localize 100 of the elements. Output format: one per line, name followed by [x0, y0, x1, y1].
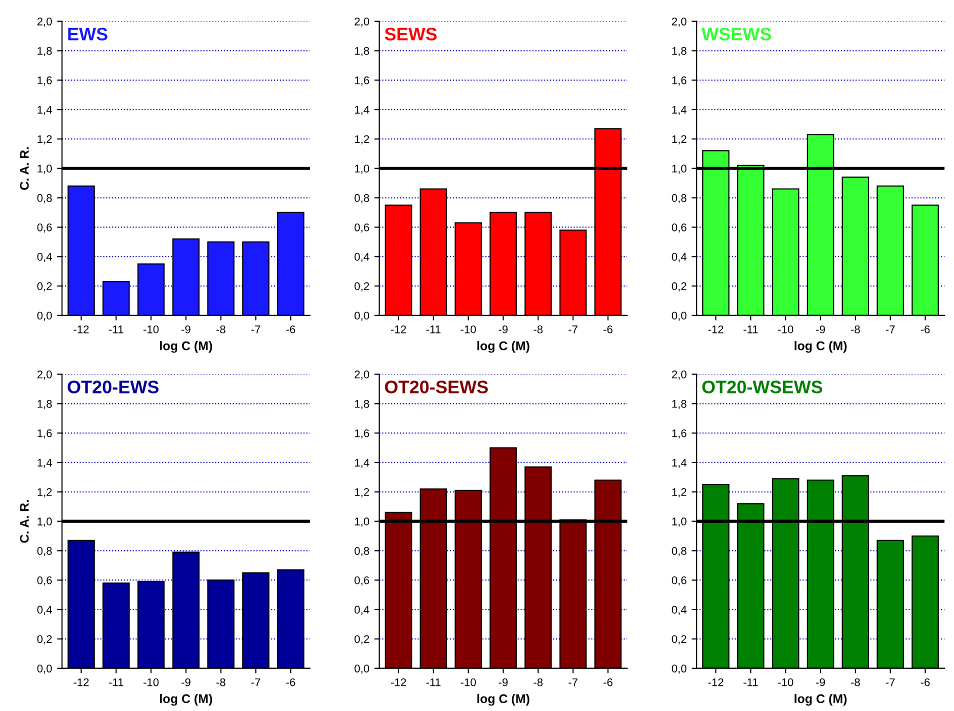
x-tick-label: -8 — [850, 325, 860, 334]
chart-title: OT20-WSEWS — [702, 380, 822, 394]
y-tick-label: 0,6 — [672, 576, 686, 586]
x-tick-label: -12 — [74, 325, 89, 334]
y-tick-label: 1,4 — [354, 106, 370, 116]
x-tick-label: -8 — [534, 678, 543, 686]
y-tick-label: 2,0 — [354, 18, 370, 27]
x-axis-title: log C (M) — [477, 341, 530, 353]
x-tick-label: -10 — [778, 678, 794, 686]
y-tick-label: 0,4 — [672, 606, 687, 615]
y-tick-label: 0,6 — [37, 223, 52, 233]
x-tick-label: -6 — [604, 678, 612, 686]
x-tick-label: -10 — [144, 678, 159, 686]
y-tick-label: 2,0 — [672, 18, 686, 27]
y-tick-label: 0,0 — [672, 312, 686, 321]
y-tick-label: 1,0 — [38, 164, 52, 174]
x-tick-label: -11 — [426, 326, 440, 334]
x-tick-label: -12 — [74, 678, 89, 686]
y-tick-label: 0,2 — [354, 282, 370, 292]
x-tick-label: -9 — [182, 325, 190, 334]
x-tick-label: -12 — [390, 325, 406, 334]
x-tick-label: -10 — [460, 678, 476, 686]
x-tick-label: -7 — [251, 678, 260, 686]
x-tick-label: -7 — [251, 326, 260, 334]
y-tick-label: 0,2 — [672, 282, 686, 292]
x-tick-label: -8 — [216, 678, 226, 686]
y-tick-label: 0,4 — [37, 606, 52, 615]
y-axis-title: C. A. R. — [20, 500, 29, 543]
x-tick-label: -9 — [816, 678, 825, 686]
y-tick-label: 1,2 — [672, 488, 686, 498]
x-axis-title: log C (M) — [160, 694, 212, 706]
y-tick-label: 0,0 — [672, 664, 686, 674]
x-tick-label: -11 — [109, 326, 124, 334]
y-tick-label: 1,0 — [672, 518, 686, 527]
y-tick-label: 1,4 — [38, 458, 52, 468]
y-tick-label: 1,8 — [38, 400, 52, 410]
chart-title: OT20-SEWS — [384, 380, 488, 394]
y-tick-label: 0,4 — [354, 606, 370, 615]
y-axis-title: C. A. R. — [20, 147, 29, 190]
x-axis-title: log C (M) — [160, 341, 212, 353]
x-tick-label: -8 — [216, 325, 226, 334]
y-tick-label: 1,8 — [672, 47, 686, 56]
y-tick-label: 1,6 — [672, 76, 686, 86]
chart-title: OT20-EWS — [68, 380, 159, 394]
x-tick-label: -6 — [286, 325, 296, 334]
y-tick-label: 1,6 — [354, 76, 370, 86]
x-tick-label: -12 — [708, 678, 724, 686]
y-tick-label: 1,0 — [354, 518, 370, 527]
y-tick-label: 1,8 — [672, 400, 686, 410]
x-tick-label: -6 — [920, 325, 930, 334]
x-tick-label: -9 — [498, 678, 508, 686]
x-tick-label: -9 — [498, 325, 508, 334]
x-tick-label: -12 — [390, 678, 406, 686]
x-tick-label: -8 — [534, 325, 543, 334]
y-tick-label: 1,6 — [38, 76, 52, 86]
y-tick-label: 0,4 — [354, 252, 370, 262]
x-tick-label: -6 — [286, 678, 296, 686]
y-tick-label: 1,0 — [354, 164, 370, 174]
y-tick-label: 0,0 — [354, 312, 370, 321]
y-tick-label: 2,0 — [354, 370, 370, 380]
y-tick-label: 1,6 — [672, 429, 686, 439]
y-tick-label: 2,0 — [37, 18, 52, 27]
x-tick-label: -6 — [920, 678, 930, 686]
x-tick-label: -10 — [144, 325, 159, 334]
chart-title: SEWS — [384, 28, 437, 40]
x-tick-label: -7 — [886, 678, 895, 686]
y-tick-label: 0,2 — [37, 635, 52, 644]
y-tick-label: 1,6 — [354, 429, 370, 439]
y-tick-label: 1,4 — [38, 106, 52, 116]
y-tick-label: 1,0 — [672, 164, 686, 174]
y-tick-label: 1,4 — [672, 458, 687, 468]
y-tick-label: 1,2 — [672, 135, 686, 144]
x-tick-label: -9 — [816, 325, 825, 334]
x-tick-label: -7 — [886, 326, 895, 334]
chart-title: EWS — [68, 28, 108, 40]
y-tick-label: 1,2 — [38, 135, 52, 144]
y-tick-label: 0,8 — [37, 194, 52, 204]
y-tick-label: 1,6 — [38, 429, 52, 439]
y-tick-label: 0,0 — [37, 664, 52, 674]
x-axis-title: log C (M) — [794, 694, 847, 706]
x-tick-label: -6 — [604, 325, 612, 334]
y-tick-label: 0,8 — [672, 546, 686, 556]
x-tick-label: -12 — [708, 325, 724, 334]
y-tick-label: 1,4 — [354, 458, 370, 468]
x-axis-title: log C (M) — [477, 694, 530, 706]
y-tick-label: 0,0 — [37, 312, 52, 321]
y-tick-label: 1,8 — [38, 47, 52, 56]
x-tick-label: -10 — [778, 325, 794, 334]
y-tick-label: 0,0 — [354, 664, 370, 674]
y-tick-label: 0,4 — [672, 252, 687, 262]
x-tick-label: -11 — [109, 678, 124, 686]
y-tick-label: 1,0 — [38, 518, 52, 527]
x-axis-title: log C (M) — [794, 341, 847, 353]
y-tick-label: 2,0 — [672, 370, 686, 380]
x-tick-label: -8 — [850, 678, 860, 686]
x-tick-label: -11 — [426, 678, 440, 686]
y-tick-label: 0,6 — [354, 576, 370, 586]
y-tick-label: 0,8 — [672, 194, 686, 204]
y-tick-label: 0,2 — [37, 282, 52, 292]
y-tick-label: 0,4 — [37, 252, 52, 262]
